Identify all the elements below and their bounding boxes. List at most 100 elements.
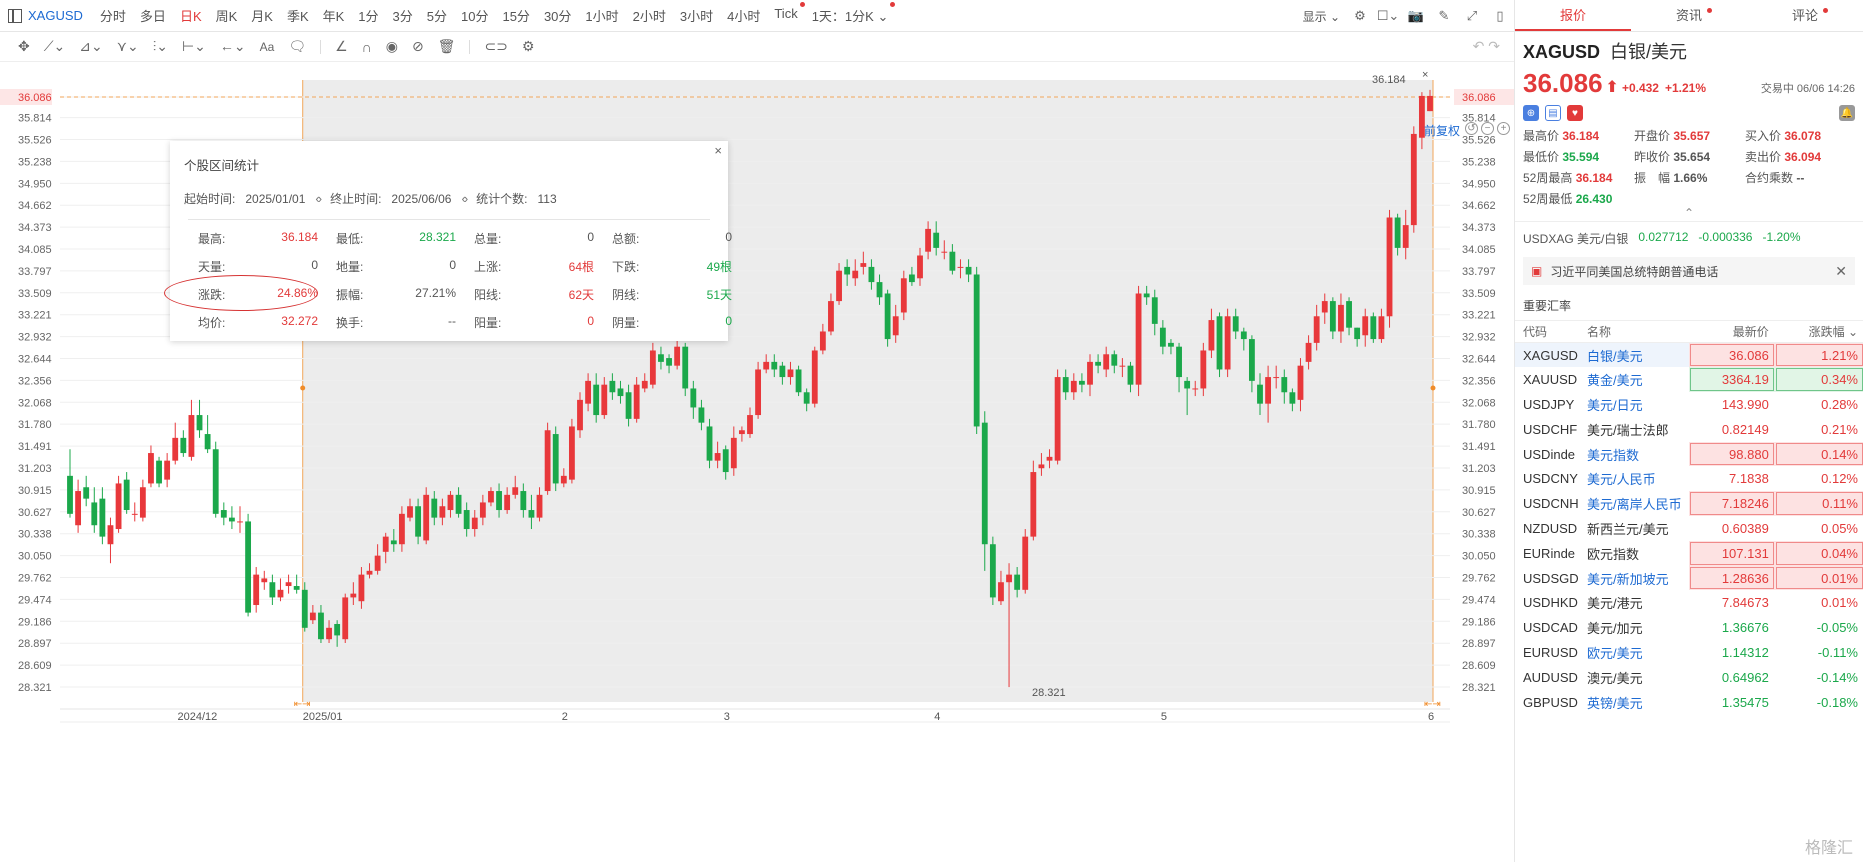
table-row[interactable]: USDinde 美元指数 98.880 0.14%	[1515, 441, 1863, 467]
measure-tool-icon[interactable]: ⊢⌄	[181, 38, 206, 54]
period-tab[interactable]: 1天：1分K ⌄	[805, 2, 896, 25]
period-tab[interactable]: 分时	[99, 9, 126, 24]
wave-tool-icon[interactable]: ⋎⌄	[116, 38, 139, 54]
line-tool-icon[interactable]: ⟋⌄	[43, 38, 66, 54]
candle-body	[334, 624, 341, 636]
move-icon[interactable]: ✥	[18, 38, 30, 54]
quote-stat: 52周最低 26.430	[1523, 190, 1634, 207]
table-row[interactable]: XAUUSD 黄金/美元 3364.19 0.34%	[1515, 367, 1863, 393]
gear-icon[interactable]: ⚙	[521, 38, 535, 54]
period-tab[interactable]: 5分	[426, 9, 447, 24]
sidebar-toggle-icon[interactable]: ▯	[1496, 8, 1504, 23]
candle-body	[528, 510, 535, 518]
table-row[interactable]: USDCAD 美元/加元 1.36676 -0.05%	[1515, 615, 1863, 640]
period-tab[interactable]: 多日	[139, 9, 166, 24]
table-row[interactable]: USDJPY 美元/日元 143.990 0.28%	[1515, 392, 1863, 417]
y-tick-label: 33.221	[1462, 310, 1496, 322]
period-tab[interactable]: 1分	[358, 9, 379, 24]
start-adjust-icon[interactable]: ‹›	[315, 191, 322, 206]
period-tab[interactable]: 2小时	[632, 9, 666, 24]
candle-body	[407, 506, 413, 518]
table-row[interactable]: USDCNH 美元/离岸人民币 7.18246 0.11%	[1515, 491, 1863, 517]
layout-select-icon[interactable]: ☐⌄	[1376, 8, 1400, 23]
candle-body	[1248, 339, 1255, 381]
note-icon[interactable]: ▤	[1545, 105, 1561, 121]
table-row[interactable]: NZDUSD 新西兰元/美元 0.60389 0.05%	[1515, 516, 1863, 541]
arrow-tool-icon[interactable]: ←⌄	[219, 38, 246, 54]
period-tab[interactable]: 1小时	[585, 9, 619, 24]
table-row[interactable]: AUDUSD 澳元/美元 0.64962 -0.14%	[1515, 665, 1863, 690]
table-row[interactable]: USDCHF 美元/瑞士法郎 0.82149 0.21%	[1515, 417, 1863, 442]
symbol-label[interactable]: XAGUSD	[28, 8, 83, 23]
news-text[interactable]: 习近平同美国总统特朗普通电话	[1550, 264, 1719, 279]
close-icon[interactable]: ✕	[1835, 262, 1847, 279]
reset-icon[interactable]: ↺	[1465, 122, 1478, 135]
fullscreen-icon[interactable]: ⤢	[1466, 8, 1478, 23]
ruler-icon[interactable]: ∠	[335, 38, 348, 54]
cross-rate-row[interactable]: USDXAG 美元/白银 0.027712 -0.000336 -1.20%	[1515, 221, 1863, 255]
layout-icon[interactable]	[8, 8, 22, 23]
collapse-chevron-icon[interactable]: ⌃	[1683, 206, 1695, 220]
period-tab[interactable]: Tick	[767, 2, 805, 25]
compare-icon[interactable]: ⊕	[1523, 105, 1539, 121]
tab-0[interactable]: 报价	[1515, 0, 1631, 31]
stat-label: 阴线:	[612, 288, 640, 302]
text-tool-icon[interactable]: Aa	[259, 39, 275, 54]
settings-icon[interactable]: ⚙	[1354, 8, 1366, 23]
close-icon[interactable]: ×	[714, 143, 722, 158]
candle-body	[1006, 574, 1012, 583]
table-row[interactable]: USDSGD 美元/新加坡元 1.28636 0.01%	[1515, 565, 1863, 591]
candle-body	[83, 487, 90, 499]
period-tab[interactable]: 季K	[286, 9, 309, 24]
y-tick-label: 34.950	[18, 178, 52, 190]
period-tab[interactable]: 15分	[502, 9, 530, 24]
news-icon: ▣	[1531, 264, 1543, 278]
period-tab[interactable]: 日K	[179, 9, 202, 24]
candle-body	[196, 415, 203, 431]
edit-icon[interactable]: ✎	[1438, 8, 1450, 23]
news-banner[interactable]: ▣ 习近平同美国总统特朗普通电话 ✕	[1523, 257, 1855, 285]
hide-icon[interactable]: ⊘	[411, 38, 424, 54]
period-tab[interactable]: 周K	[215, 9, 238, 24]
zoom-in-icon[interactable]: +	[1497, 122, 1510, 135]
comment-tool-icon[interactable]: 🗨	[288, 38, 307, 54]
table-row[interactable]: XAGUSD 白银/美元 36.086 1.21%	[1515, 342, 1863, 368]
end-adjust-icon[interactable]: ‹›	[461, 191, 468, 206]
candle-body	[722, 449, 729, 473]
tab-2[interactable]: 评论	[1747, 0, 1863, 31]
table-row[interactable]: GBPUSD 英镑/美元 1.35475 -0.18%	[1515, 690, 1863, 715]
link-icon[interactable]: ⊂⊃	[484, 38, 508, 54]
tab-1[interactable]: 资讯	[1631, 0, 1747, 31]
topbar-right-tools: 显示 ⌄ ⚙ ☐⌄ 📷 ✎ ⤢ ▯	[1303, 0, 1508, 32]
y-tick-label: 34.950	[1462, 178, 1496, 190]
favorite-heart-icon[interactable]: ♥	[1567, 105, 1583, 121]
ray-tool-icon[interactable]: ⊿⌄	[79, 38, 103, 54]
period-tab[interactable]: 月K	[251, 9, 273, 24]
rates-header-cell[interactable]: 涨跌幅 ⌄	[1774, 320, 1863, 343]
period-tab[interactable]: 3小时	[679, 9, 714, 24]
period-tab[interactable]: 30分	[543, 9, 572, 24]
fib-tool-icon[interactable]: ⫶⌄	[152, 38, 168, 54]
y-tick-label: 30.338	[18, 529, 52, 541]
table-row[interactable]: EURUSD 欧元/美元 1.14312 -0.11%	[1515, 640, 1863, 665]
magnet-icon[interactable]: ∩	[361, 38, 372, 55]
table-row[interactable]: EURinde 欧元指数 107.131 0.04%	[1515, 540, 1863, 566]
zoom-out-icon[interactable]: −	[1481, 122, 1494, 135]
display-dropdown[interactable]: 显示 ⌄	[1302, 9, 1340, 24]
trash-icon[interactable]: 🗑	[437, 38, 456, 54]
table-row[interactable]: USDHKD 美元/港元 7.84673 0.01%	[1515, 590, 1863, 615]
table-row[interactable]: USDCNY 美元/人民币 7.1838 0.12%	[1515, 466, 1863, 491]
camera-icon[interactable]: 📷	[1407, 8, 1425, 23]
candle-body	[504, 494, 511, 511]
period-tab[interactable]: 年K	[322, 9, 345, 24]
rate-code: USDSGD	[1523, 570, 1579, 586]
eye-icon[interactable]: ◉	[385, 38, 398, 54]
undo-redo-icons[interactable]: ↶ ↷	[1472, 38, 1500, 54]
alert-bell-icon[interactable]: 🔔	[1839, 105, 1855, 121]
period-tab[interactable]: 10分	[461, 9, 489, 24]
adjust-mode-link[interactable]: 前复权	[1423, 124, 1460, 138]
candle-body	[884, 293, 891, 340]
period-tab[interactable]: 4小时	[727, 9, 761, 24]
rate-pct: 1.21%	[1774, 342, 1863, 368]
period-tab[interactable]: 3分	[392, 9, 413, 24]
